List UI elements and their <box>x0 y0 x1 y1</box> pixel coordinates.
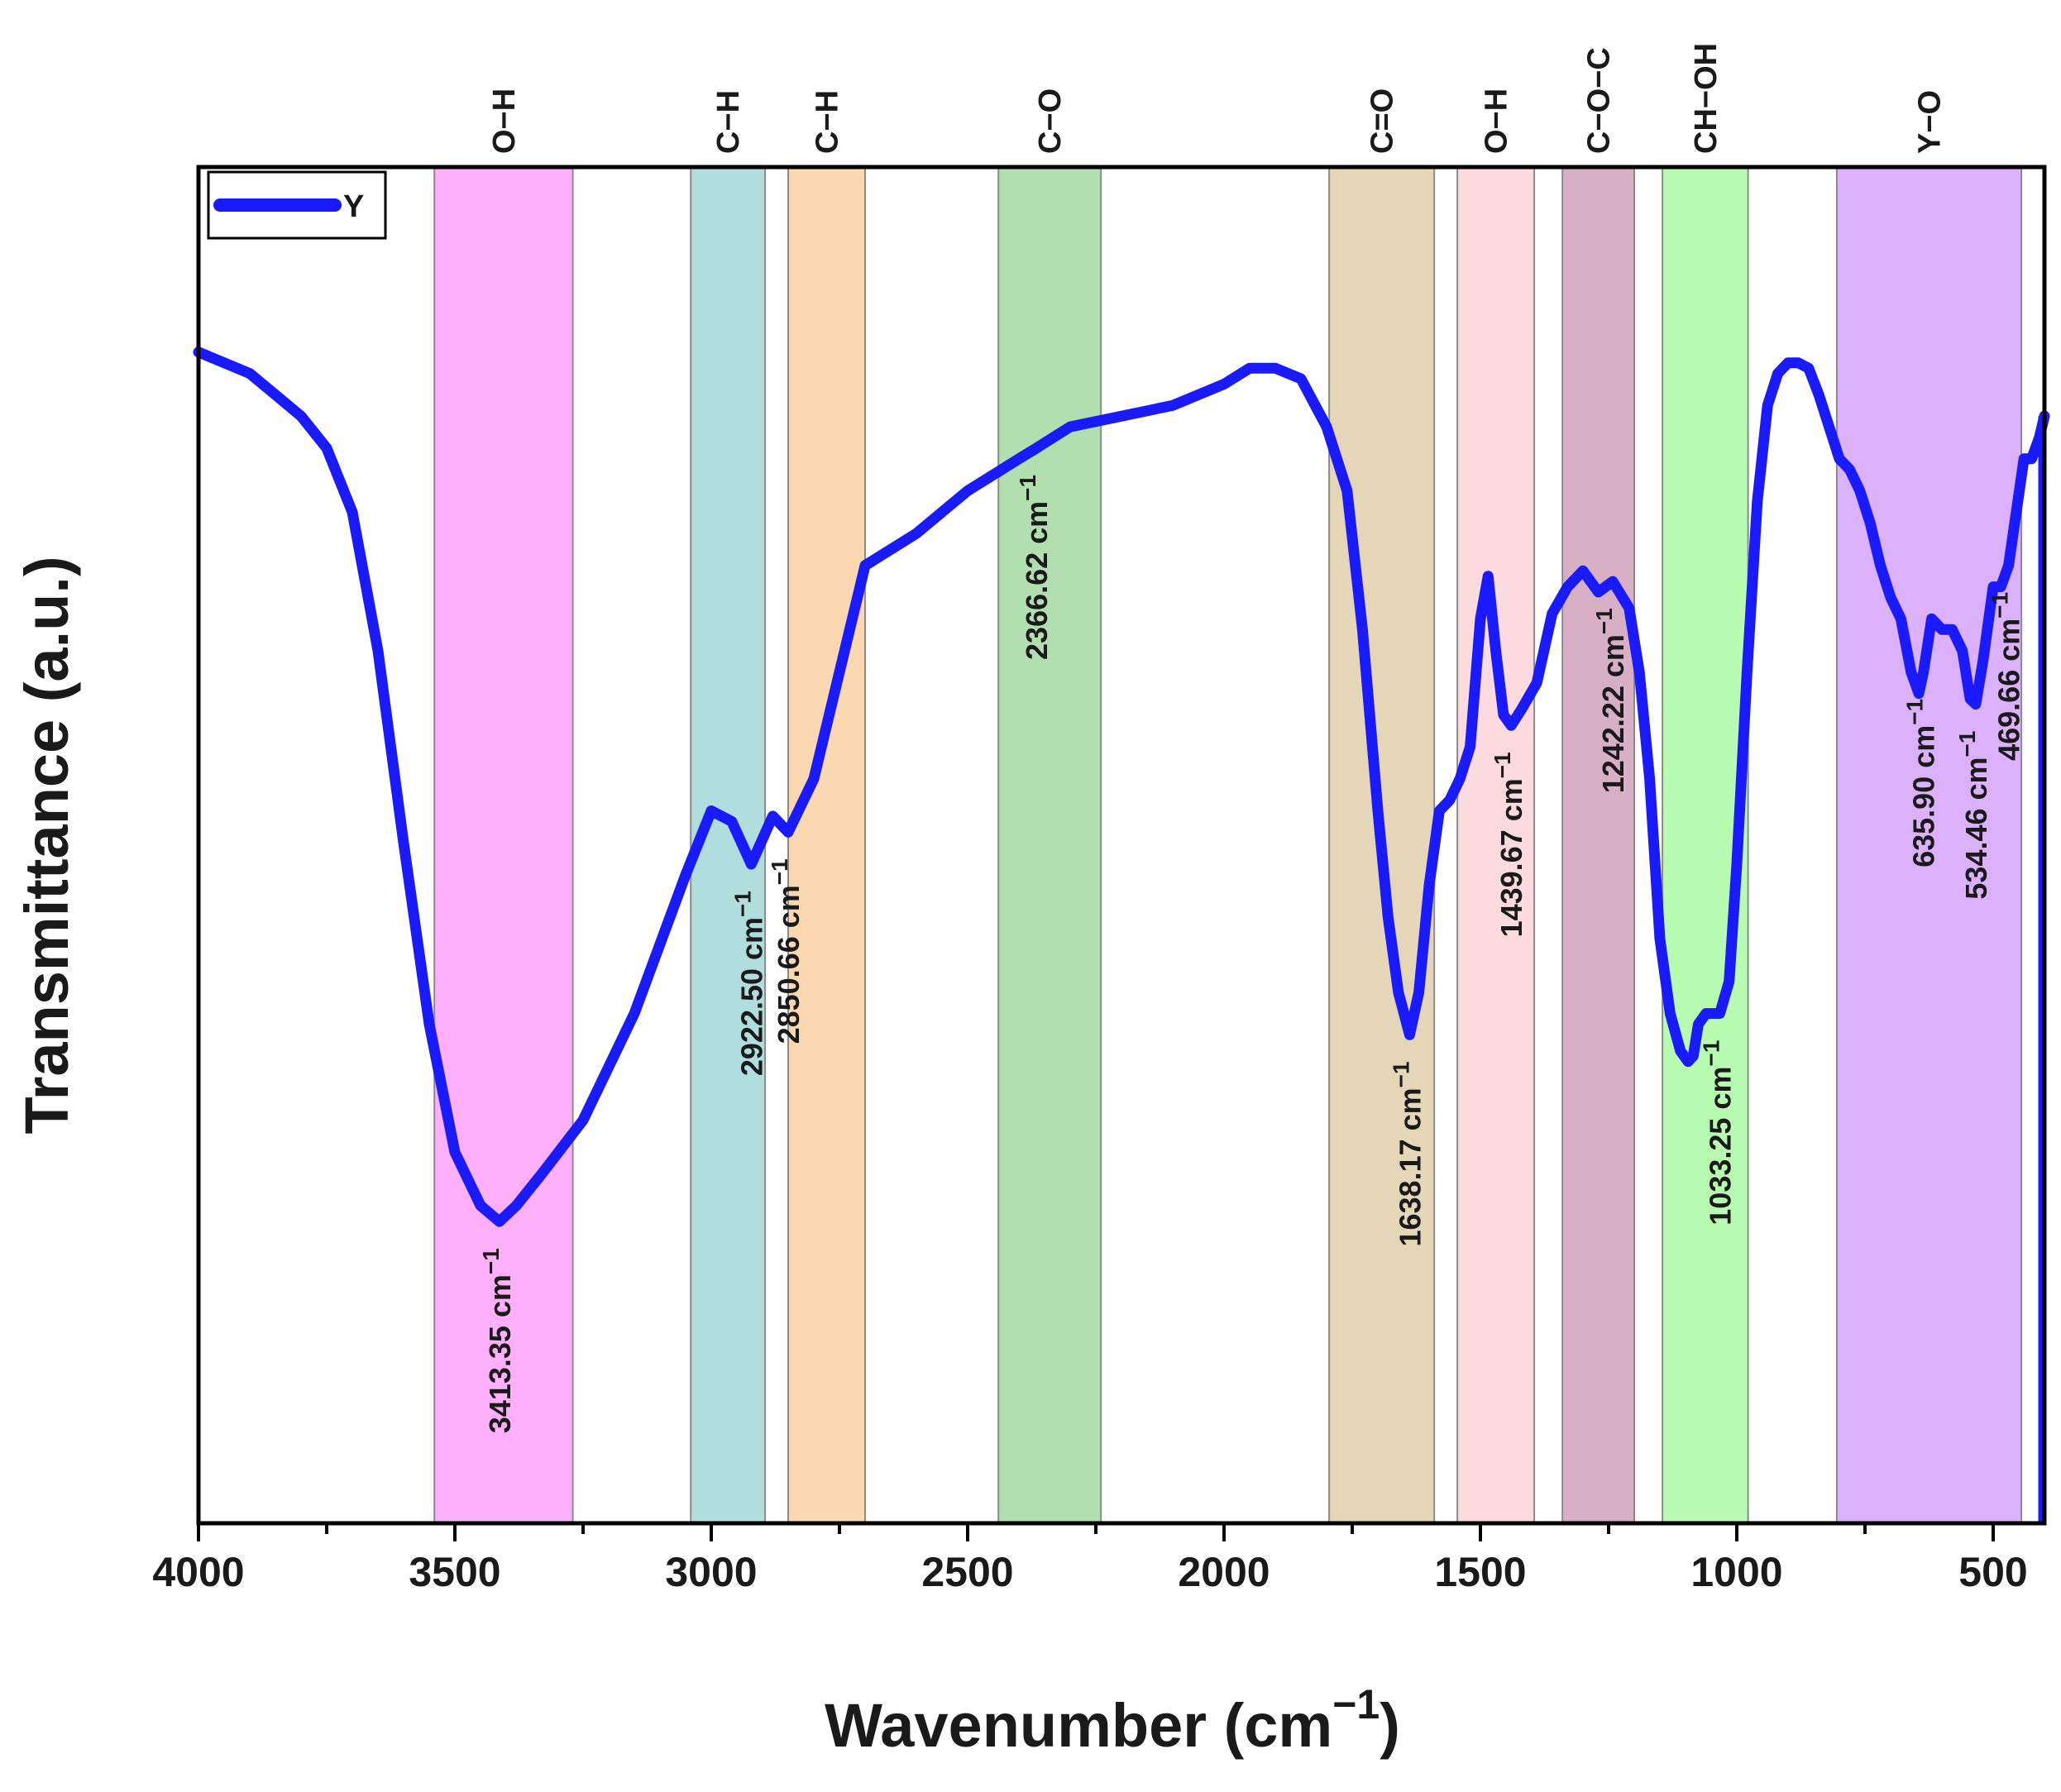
band-label-6: C−O−C <box>1582 47 1617 154</box>
x-tick-label-3500: 3500 <box>409 1549 500 1595</box>
peak-label-4: 1638.17 cm−1 <box>1388 1061 1427 1246</box>
plot-frame <box>196 165 2047 1526</box>
x-tick-label-500: 500 <box>1958 1549 2027 1595</box>
peak-label-value: 1638.17 cm <box>1393 1087 1427 1246</box>
band-5 <box>1456 166 1536 1524</box>
band-label-0: O−H <box>487 88 522 154</box>
band-label-7: CH−OH <box>1689 43 1724 154</box>
peak-label-value: 1033.25 cm <box>1704 1067 1738 1226</box>
peak-label-8: 635.90 cm−1 <box>1902 699 1941 867</box>
legend: Y <box>207 170 387 240</box>
peak-label-sup: −1 <box>478 1248 504 1274</box>
peak-label-0: 3413.35 cm−1 <box>478 1248 517 1433</box>
peak-label-value: 1242.22 cm <box>1596 634 1630 793</box>
series-layer <box>193 346 2050 1523</box>
peak-label-value: 2922.50 cm <box>734 917 768 1076</box>
peak-label-7: 1033.25 cm−1 <box>1699 1040 1738 1226</box>
peak-label-sup: −1 <box>1388 1061 1413 1087</box>
band-2 <box>787 166 866 1524</box>
band-6 <box>1561 166 1635 1524</box>
x-tick-label-4000: 4000 <box>152 1549 244 1595</box>
peak-label-value: 534.46 cm <box>1959 757 1993 899</box>
x-axis-title-close: ) <box>1380 1691 1400 1760</box>
peak-label-value: 469.66 cm <box>1992 619 2026 761</box>
peak-label-sup: −1 <box>1490 752 1515 778</box>
x-axis-title: Wavenumber (cm−1) <box>825 1681 1400 1760</box>
peak-label-value: 1439.67 cm <box>1494 778 1528 937</box>
x-axis-ticks: 4000 3500 3000 2500 2000 1500 1000 500 <box>152 1523 2028 1595</box>
peak-label-value: 2850.66 cm <box>772 885 806 1044</box>
band-label-5: O−H <box>1480 88 1514 154</box>
peak-label-9: 534.46 cm−1 <box>1954 731 1993 900</box>
x-axis-title-sup: −1 <box>1332 1681 1380 1727</box>
peak-label-5: 1439.67 cm−1 <box>1490 752 1528 937</box>
peak-label-10: 469.66 cm−1 <box>1987 592 2026 761</box>
peak-label-1: 2922.50 cm−1 <box>729 891 768 1076</box>
band-label-3: C−O <box>1033 88 1068 154</box>
series-line-Y <box>193 346 2050 1227</box>
peak-label-sup: −1 <box>1902 699 1928 725</box>
band-label-4: C=O <box>1365 88 1400 154</box>
band-3 <box>997 166 1102 1524</box>
band-8 <box>1835 166 2023 1524</box>
legend-label: Y <box>343 189 364 224</box>
peak-label-6: 1242.22 cm−1 <box>1591 608 1630 793</box>
band-label-8: Y−O <box>1913 90 1948 154</box>
peak-label-sup: −1 <box>729 891 755 917</box>
x-tick-label-3000: 3000 <box>665 1549 757 1595</box>
x-tick-label-2000: 2000 <box>1178 1549 1270 1595</box>
x-axis-title-main: Wavenumber (cm <box>825 1691 1332 1760</box>
peak-label-2: 2850.66 cm−1 <box>767 858 806 1044</box>
peak-label-sup: −1 <box>1591 608 1617 634</box>
peak-label-3: 2366.62 cm−1 <box>1015 475 1054 660</box>
peak-label-sup: −1 <box>767 858 792 885</box>
peak-label-value: 2366.62 cm <box>1020 501 1054 660</box>
peak-label-sup: −1 <box>1699 1040 1724 1067</box>
peak-label-sup: −1 <box>1015 475 1040 501</box>
peak-label-sup: −1 <box>1987 592 2013 619</box>
peak-label-sup: −1 <box>1954 731 1980 757</box>
band-label-2: C−H <box>811 90 845 154</box>
peak-label-value: 3413.35 cm <box>483 1274 517 1433</box>
absorption-bands: O−H C−H C−H C−O C=O O−H C−O−C CH−OH Y−O <box>433 43 2023 1524</box>
peak-label-value: 635.90 cm <box>1907 725 1941 867</box>
x-tick-label-1500: 1500 <box>1434 1549 1526 1595</box>
band-0 <box>433 166 574 1524</box>
band-label-1: C−H <box>711 90 746 154</box>
x-tick-label-1000: 1000 <box>1690 1549 1782 1595</box>
x-tick-label-2500: 2500 <box>921 1549 1013 1595</box>
y-axis-title: Transmittance (a.u.) <box>12 556 81 1134</box>
